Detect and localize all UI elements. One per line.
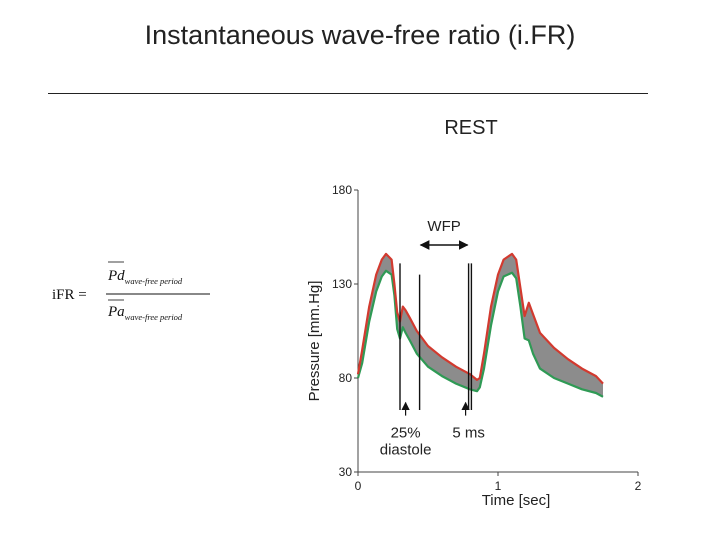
wfp-annotations: WFP 25%diastole 5 ms: [380, 218, 485, 458]
formula-numerator: Pdwave-free period: [107, 268, 183, 286]
chart-title: REST: [444, 117, 497, 139]
y-axis-label: Pressure [mm.Hg]: [306, 281, 323, 402]
numerator-subscript: wave-free period: [125, 276, 183, 286]
pct-label: 25%: [391, 425, 421, 442]
x-tick-label: 1: [495, 479, 502, 493]
x-axis-label: Time [sec]: [482, 492, 551, 509]
pressure-gradient-band: [358, 253, 603, 397]
formula-denominator: Pawave-free period: [107, 304, 183, 322]
wfp-label: WFP: [427, 218, 460, 235]
series-lines: [356, 252, 604, 398]
ifr-formula: iFR = Pdwave-free period Pawave-free per…: [52, 261, 210, 322]
y-tick-label: 80: [339, 371, 353, 385]
x-tick-label: 0: [355, 479, 362, 493]
five-ms-label: 5 ms: [452, 425, 485, 442]
x-tick-label: 2: [635, 479, 642, 493]
diastole-label: diastole: [380, 441, 432, 458]
page-title: Instantaneous wave-free ratio (i.FR): [144, 20, 576, 50]
series-line-pa: [356, 252, 604, 385]
denominator-subscript: wave-free period: [125, 312, 183, 322]
y-tick-label: 180: [332, 183, 352, 197]
y-tick-label: 130: [332, 277, 352, 291]
pressure-gradient-fill: [358, 253, 603, 397]
numerator-symbol: Pd: [107, 268, 125, 284]
title-divider: [48, 93, 648, 94]
y-tick-label: 30: [339, 465, 353, 479]
formula-lhs: iFR =: [52, 287, 87, 303]
chart-axes: 30 80 130 180 0 1 2 Time [sec] Pressure [mm.Hg]: [306, 183, 642, 509]
denominator-symbol: Pa: [107, 304, 125, 320]
series-line-pd: [356, 269, 604, 398]
